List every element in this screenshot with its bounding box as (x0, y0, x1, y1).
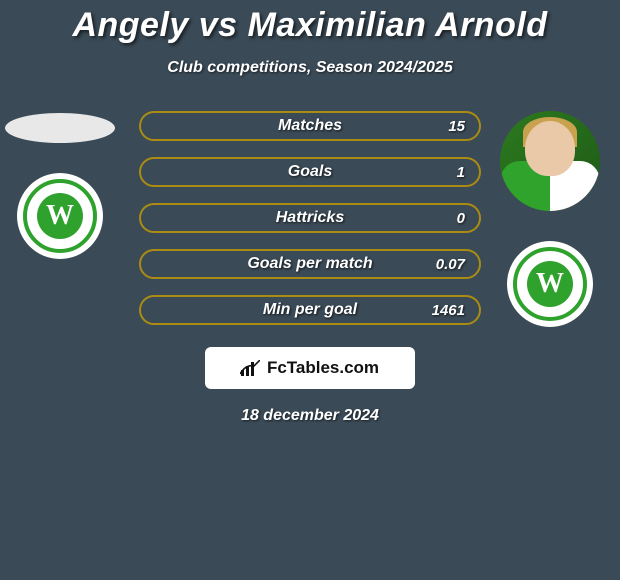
player-right-avatar (500, 111, 600, 211)
player-right-club-logo: W (507, 241, 593, 327)
player-left-panel: W (0, 111, 120, 259)
branding-badge: FcTables.com (205, 347, 415, 389)
stat-value: 1461 (432, 302, 465, 319)
stat-value: 0 (457, 210, 465, 227)
stat-row: Hattricks 0 (139, 203, 481, 233)
comparison-content: W W Matches 15 Goals 1 Hattricks 0 Goals… (0, 111, 620, 425)
stats-bars: Matches 15 Goals 1 Hattricks 0 Goals per… (139, 111, 481, 325)
stat-label: Hattricks (141, 209, 479, 227)
date-text: 18 december 2024 (0, 407, 620, 425)
chart-icon (241, 360, 261, 376)
stat-row: Matches 15 (139, 111, 481, 141)
stat-row: Goals per match 0.07 (139, 249, 481, 279)
stat-value: 1 (457, 164, 465, 181)
player-left-club-logo: W (17, 173, 103, 259)
subtitle: Club competitions, Season 2024/2025 (0, 59, 620, 77)
stat-value: 15 (448, 118, 465, 135)
player-right-panel: W (490, 111, 610, 327)
page-title: Angely vs Maximilian Arnold (0, 0, 620, 45)
stat-row: Min per goal 1461 (139, 295, 481, 325)
stat-label: Matches (141, 117, 479, 135)
stat-label: Goals per match (141, 255, 479, 273)
stat-label: Min per goal (141, 301, 479, 319)
branding-text: FcTables.com (267, 358, 379, 378)
stat-value: 0.07 (436, 256, 465, 273)
player-left-avatar (5, 113, 115, 143)
stat-label: Goals (141, 163, 479, 181)
stat-row: Goals 1 (139, 157, 481, 187)
